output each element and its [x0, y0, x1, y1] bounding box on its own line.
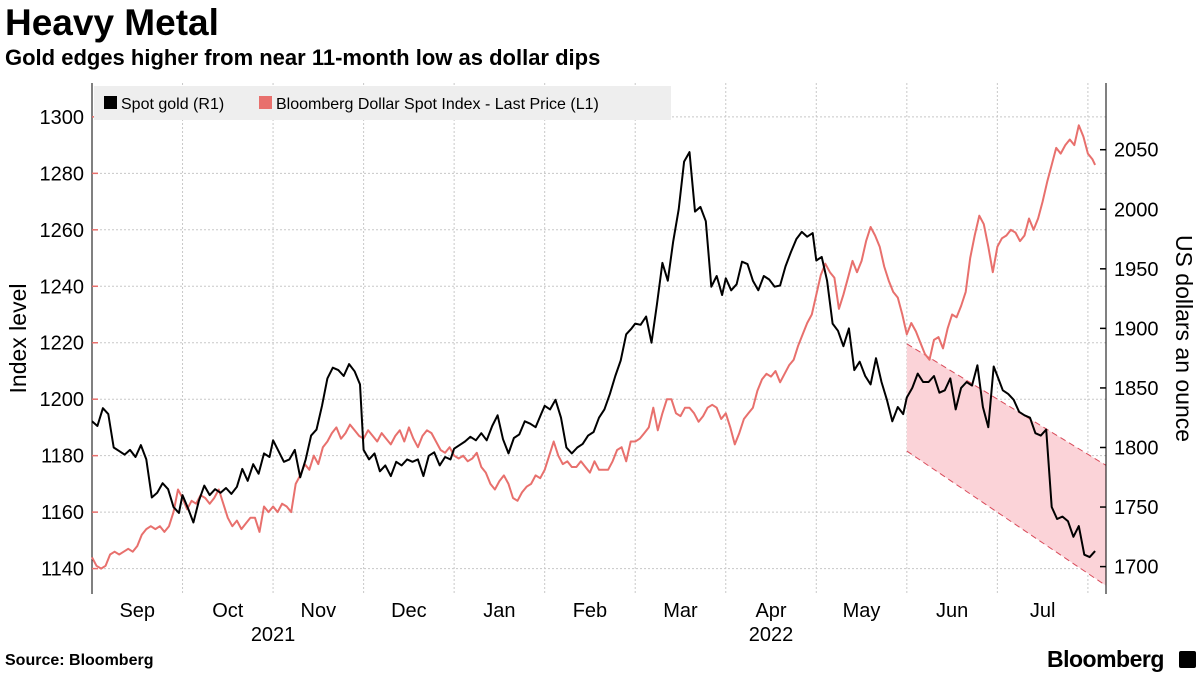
x-axis-month-label: Feb: [573, 600, 607, 622]
legend-label-dollar: Bloomberg Dollar Spot Index - Last Price…: [276, 96, 599, 113]
x-axis-month-label: Apr: [755, 600, 786, 622]
right-axis-tick-label: 1700: [1114, 557, 1159, 579]
left-axis-tick-label: 1240: [40, 276, 85, 298]
left-axis-title: Index level: [5, 284, 31, 394]
left-axis-tick-label: 1180: [41, 446, 84, 468]
x-axis-month-label: Jun: [936, 600, 968, 622]
x-axis-month-label: May: [843, 600, 881, 622]
left-axis-tick-label: 1260: [40, 220, 85, 242]
legend-swatch-dollar: [259, 96, 272, 109]
right-axis-tick-label: 1850: [1114, 378, 1159, 400]
x-axis-month-label: Jul: [1030, 600, 1056, 622]
chart-title: Heavy Metal: [5, 2, 219, 43]
right-axis-title: US dollars an ounce: [1171, 235, 1197, 442]
right-axis-tick-label: 2050: [1114, 140, 1159, 162]
x-axis-month-label: Nov: [301, 600, 337, 622]
dollar-index-line: [91, 124, 1097, 570]
gold-price-line: [91, 151, 1096, 559]
trend-band-lower-edge: [906, 450, 1107, 587]
x-axis-month-label: Jan: [483, 600, 515, 622]
right-axis-tick-label: 2000: [1114, 199, 1159, 221]
left-axis-tick-label: 1300: [40, 107, 85, 129]
source-note: Source: Bloomberg: [5, 652, 154, 669]
x-axis-year-label: 2022: [749, 624, 794, 646]
x-axis-month-label: Sep: [119, 600, 155, 622]
left-axis-tick-label: 1200: [40, 389, 85, 411]
legend-swatch-gold: [104, 96, 117, 109]
right-axis-tick-label: 1800: [1114, 437, 1159, 459]
x-axis-month-label: Mar: [663, 600, 698, 622]
x-axis-year-label: 2021: [251, 624, 296, 646]
x-axis-month-label: Dec: [391, 600, 427, 622]
legend-box: [94, 86, 671, 120]
brand-wordmark: Bloomberg: [1047, 646, 1164, 672]
trend-band-upper-edge: [906, 343, 1107, 466]
left-axis-tick-label: 1140: [41, 559, 84, 581]
legend-label-gold: Spot gold (R1): [121, 96, 224, 113]
right-axis-tick-label: 1900: [1114, 318, 1159, 340]
bloomberg-logo-icon: [1179, 651, 1196, 668]
left-axis-tick-label: 1220: [40, 333, 85, 355]
trend-band: [906, 343, 1106, 586]
x-axis-month-label: Oct: [212, 600, 244, 622]
left-axis-tick-label: 1160: [41, 502, 84, 524]
chart-subtitle: Gold edges higher from near 11-month low…: [5, 45, 601, 70]
left-axis-tick-label: 1280: [40, 163, 85, 185]
right-axis-tick-label: 1950: [1114, 259, 1159, 281]
right-axis-tick-label: 1750: [1114, 497, 1159, 519]
